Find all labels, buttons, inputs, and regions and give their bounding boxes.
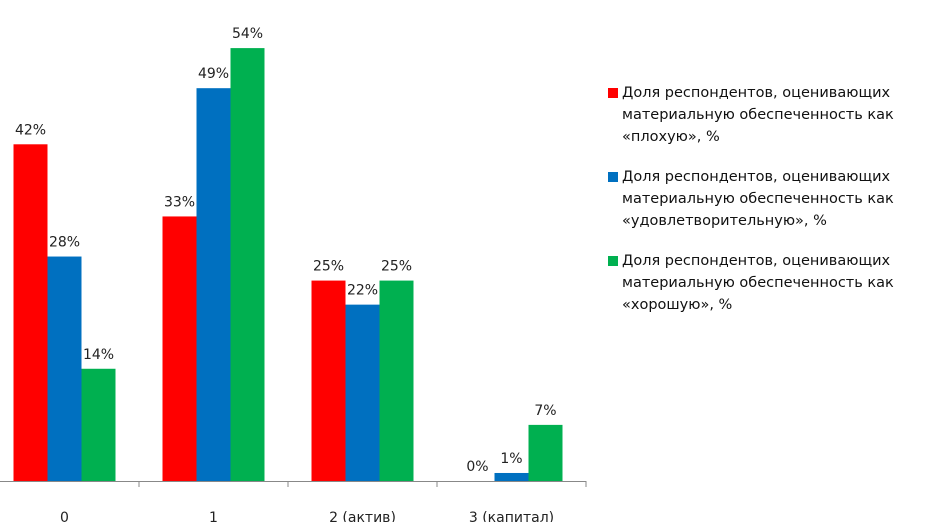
value-label-poor-cat0: 42%: [15, 122, 46, 138]
x-tick-label-1: 1: [209, 510, 218, 522]
bar-poor-cat1: [162, 216, 197, 481]
bar-poor-cat2: [311, 280, 346, 481]
bar-good-cat1: [230, 48, 265, 481]
bars-layer: [13, 48, 563, 482]
legend-item-poor: Доля респондентов, оценивающих материаль…: [608, 82, 923, 148]
value-label-good-cat2: 25%: [381, 259, 412, 275]
legend-label-poor: Доля респондентов, оценивающих материаль…: [622, 85, 894, 145]
bar-good-cat0: [81, 368, 116, 481]
bar-good-cat3: [528, 424, 563, 481]
bar-poor-cat0: [13, 144, 48, 482]
x-axis: 0 1 2 (актив) 3 (капитал): [0, 481, 587, 522]
legend-item-good: Доля респондентов, оценивающих материаль…: [608, 250, 923, 316]
bar-good-cat2: [379, 280, 414, 481]
value-label-poor-cat1: 33%: [164, 194, 195, 210]
bar-satisfactory-cat0: [47, 256, 82, 481]
legend-swatch-blue: [608, 172, 618, 182]
legend-label-good: Доля респондентов, оценивающих материаль…: [622, 253, 894, 313]
value-label-good-cat3: 7%: [534, 403, 556, 419]
value-label-poor-cat3: 0%: [466, 459, 488, 475]
value-label-satisfactory-cat3: 1%: [500, 451, 522, 467]
x-tick-label-2: 2 (актив): [329, 510, 396, 522]
legend-swatch-red: [608, 88, 618, 98]
legend-item-satisfactory: Доля респондентов, оценивающих материаль…: [608, 166, 923, 232]
value-label-satisfactory-cat0: 28%: [49, 235, 80, 251]
value-label-good-cat1: 54%: [232, 26, 263, 42]
bar-chart: 42% 28% 14% 33% 49% 54% 25%22%25% 0% 1% 7% 0 1 2 (а…: [0, 26, 587, 522]
legend-label-satisfactory: Доля респондентов, оценивающих материаль…: [622, 169, 894, 229]
x-tick-label-0: 0: [60, 510, 69, 522]
x-tick-label-3: 3 (капитал): [469, 510, 554, 522]
bar-satisfactory-cat1: [196, 88, 231, 481]
legend: Доля респондентов, оценивающих материаль…: [608, 82, 923, 316]
value-label-satisfactory-cat1: 49%: [198, 66, 229, 82]
bar-satisfactory-cat3: [494, 472, 529, 481]
bar-satisfactory-cat2: [345, 304, 380, 481]
value-labels-layer: 42% 28% 14% 33% 49% 54% 25%22%25% 0% 1% 7%: [15, 26, 557, 475]
value-label-satisfactory-cat2: 22%: [347, 283, 378, 299]
value-label-good-cat0: 14%: [83, 347, 114, 363]
legend-swatch-green: [608, 256, 618, 266]
value-label-poor-cat2: 25%: [313, 259, 344, 275]
